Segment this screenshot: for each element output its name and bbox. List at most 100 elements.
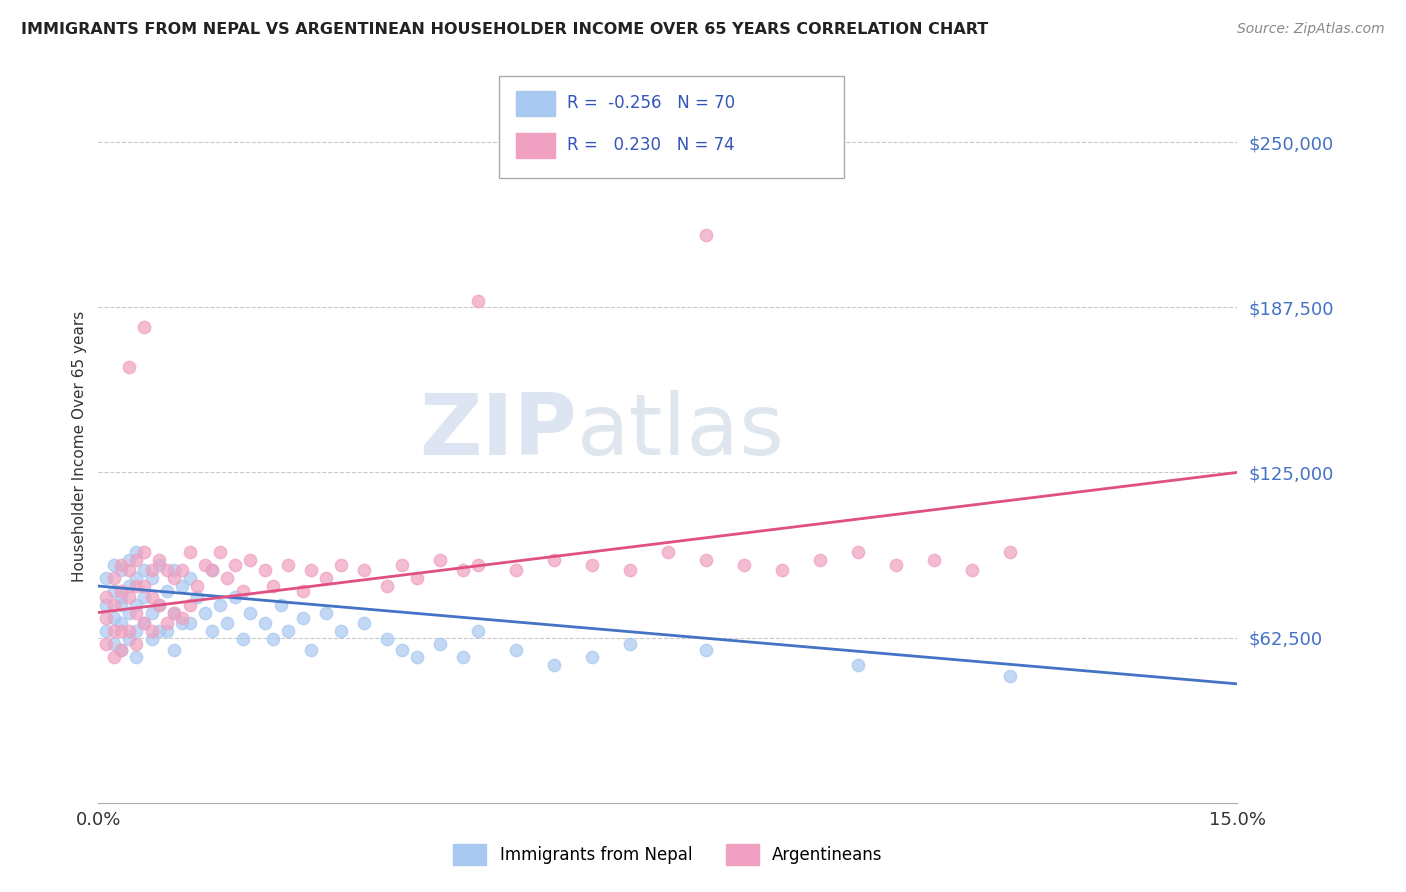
Point <box>94 611 117 625</box>
Point <box>110 563 132 577</box>
Point <box>132 616 155 631</box>
Point <box>132 320 155 334</box>
Point <box>960 563 983 577</box>
Point <box>998 545 1021 559</box>
Point <box>186 579 208 593</box>
Point <box>141 606 163 620</box>
Point <box>118 359 141 374</box>
Point <box>179 571 201 585</box>
Point <box>194 606 217 620</box>
Point <box>330 624 353 638</box>
Point <box>201 624 224 638</box>
Point <box>118 563 141 577</box>
Point <box>270 598 292 612</box>
Point <box>657 545 679 559</box>
Point <box>110 642 132 657</box>
Point <box>224 558 246 572</box>
Point <box>132 616 155 631</box>
Point <box>110 616 132 631</box>
Point <box>141 624 163 638</box>
Point <box>467 293 489 308</box>
Point <box>998 669 1021 683</box>
Point <box>884 558 907 572</box>
Point <box>170 579 193 593</box>
Point <box>94 624 117 638</box>
Point <box>132 579 155 593</box>
Point <box>94 637 117 651</box>
Point <box>353 616 375 631</box>
Point <box>163 606 186 620</box>
Point <box>353 563 375 577</box>
Point <box>110 558 132 572</box>
Point <box>194 558 217 572</box>
Text: R =   0.230   N = 74: R = 0.230 N = 74 <box>567 136 734 153</box>
Point <box>467 558 489 572</box>
Point <box>429 637 451 651</box>
Point <box>262 579 284 593</box>
Point <box>103 584 125 599</box>
Point <box>695 552 717 566</box>
Point <box>277 558 299 572</box>
Point <box>103 650 125 665</box>
Point <box>179 545 201 559</box>
Point <box>391 558 413 572</box>
Point <box>179 616 201 631</box>
Point <box>429 552 451 566</box>
Point <box>232 584 254 599</box>
Point <box>163 571 186 585</box>
Point <box>292 611 315 625</box>
Point <box>103 624 125 638</box>
Point <box>163 642 186 657</box>
Point <box>406 571 429 585</box>
Point <box>315 571 337 585</box>
Point <box>406 650 429 665</box>
Point <box>505 642 527 657</box>
Point <box>808 552 831 566</box>
Point <box>262 632 284 646</box>
Point <box>141 632 163 646</box>
Point <box>170 616 193 631</box>
Point <box>846 545 869 559</box>
Legend: Immigrants from Nepal, Argentineans: Immigrants from Nepal, Argentineans <box>444 836 891 873</box>
Point <box>239 606 262 620</box>
Point <box>619 563 641 577</box>
Point <box>581 650 603 665</box>
Point <box>170 563 193 577</box>
Point <box>467 624 489 638</box>
Point <box>846 658 869 673</box>
Point <box>254 616 277 631</box>
Point <box>292 584 315 599</box>
Point <box>118 606 141 620</box>
Point <box>170 611 193 625</box>
Point <box>118 552 141 566</box>
Point <box>391 642 413 657</box>
Text: Source: ZipAtlas.com: Source: ZipAtlas.com <box>1237 22 1385 37</box>
Point <box>224 590 246 604</box>
Point <box>186 590 208 604</box>
Point <box>733 558 755 572</box>
Text: ZIP: ZIP <box>419 390 576 474</box>
Point <box>201 563 224 577</box>
Point <box>110 598 132 612</box>
Point <box>451 563 474 577</box>
Point <box>208 598 231 612</box>
Text: R =  -0.256   N = 70: R = -0.256 N = 70 <box>567 94 735 112</box>
Point <box>375 579 398 593</box>
Point <box>299 642 322 657</box>
Point <box>581 558 603 572</box>
Point <box>208 545 231 559</box>
Y-axis label: Householder Income Over 65 years: Householder Income Over 65 years <box>72 310 87 582</box>
Point <box>254 563 277 577</box>
Point <box>543 658 565 673</box>
Point <box>118 632 141 646</box>
Point <box>217 571 239 585</box>
Point <box>125 579 148 593</box>
Point <box>103 611 125 625</box>
Point <box>125 552 148 566</box>
Point <box>132 563 155 577</box>
Point <box>163 563 186 577</box>
Point <box>125 571 148 585</box>
Point <box>118 624 141 638</box>
Point <box>110 590 132 604</box>
Point <box>148 558 170 572</box>
